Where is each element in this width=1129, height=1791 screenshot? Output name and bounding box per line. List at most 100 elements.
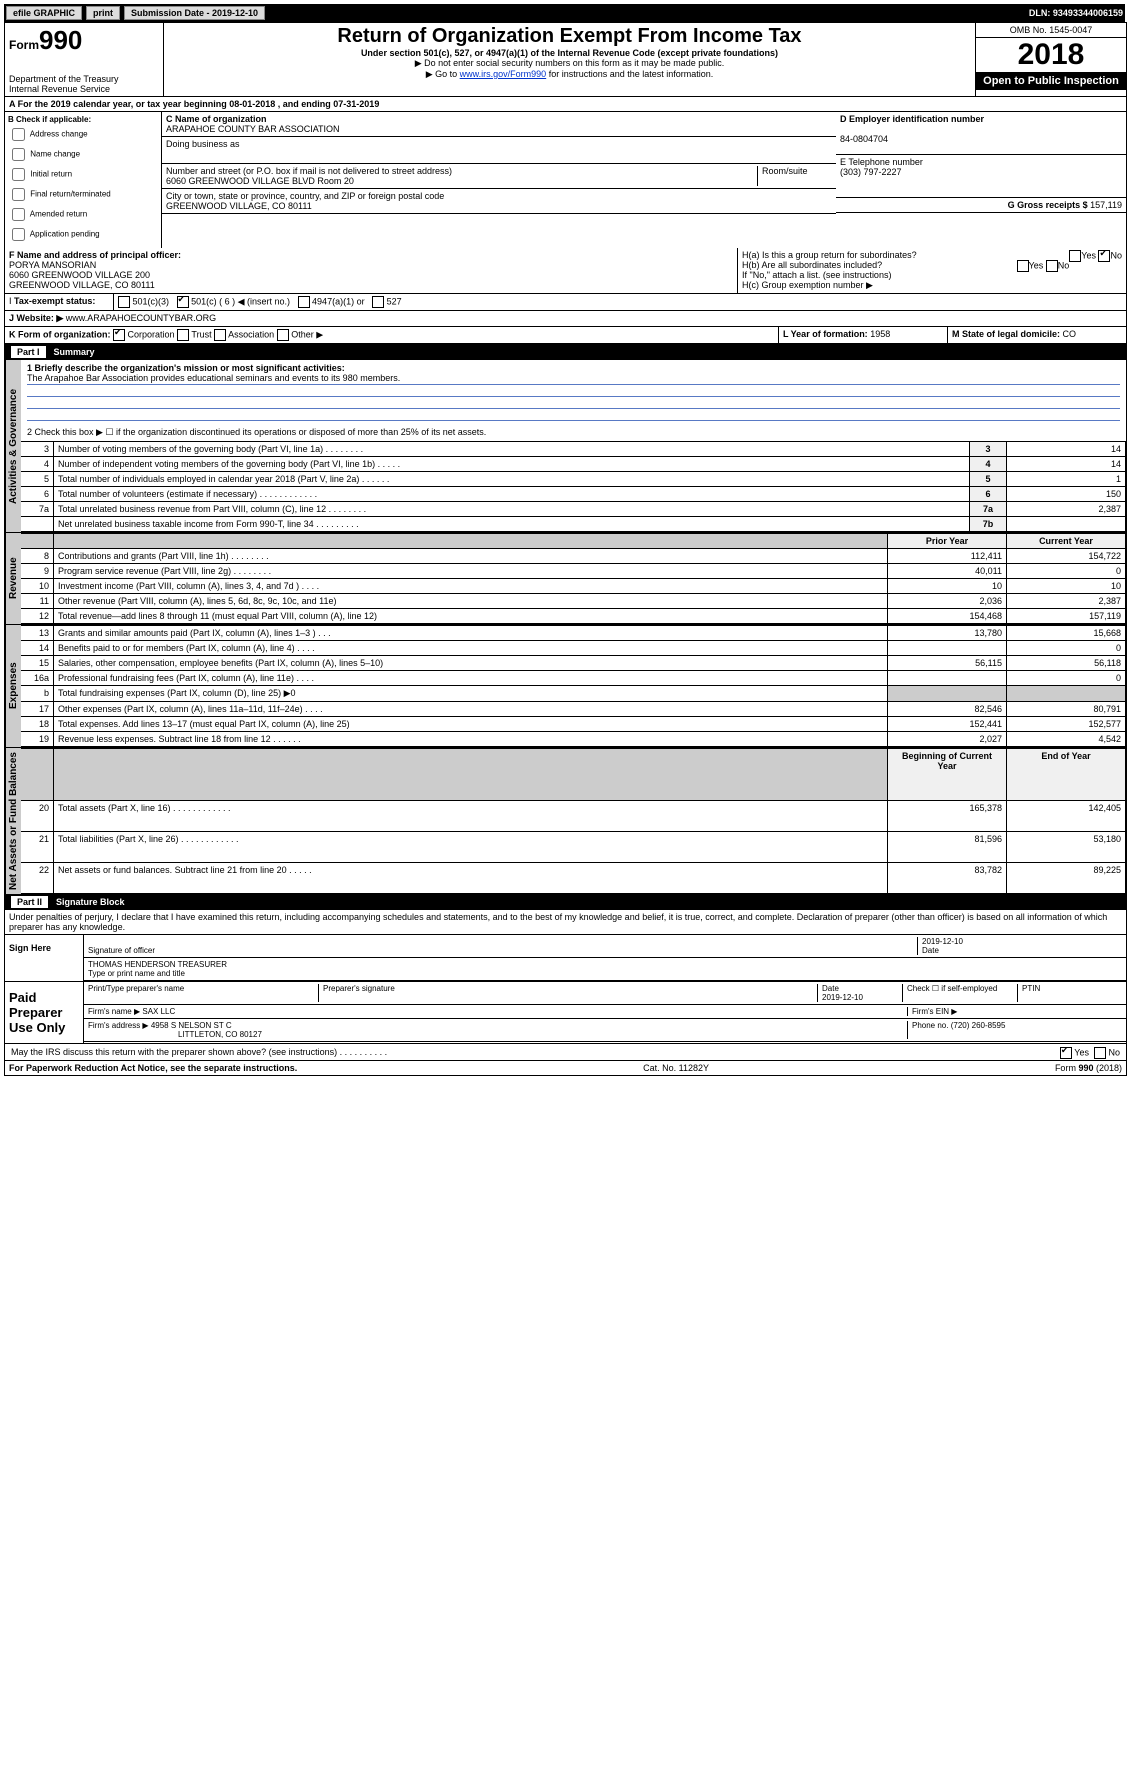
section-h: H(a) Is this a group return for subordin… xyxy=(738,248,1126,294)
phone-row: E Telephone number (303) 797-2227 xyxy=(836,155,1126,198)
gross-receipts: 157,119 xyxy=(1090,200,1122,210)
sig-date: 2019-12-10 xyxy=(922,937,963,946)
chk-initial-return[interactable]: Initial return xyxy=(8,165,158,184)
self-employed-check[interactable]: Check ☐ if self-employed xyxy=(903,984,1018,1002)
cat-number: Cat. No. 11282Y xyxy=(643,1063,709,1073)
table-row: 19 Revenue less expenses. Subtract line … xyxy=(21,732,1126,747)
tax-exempt-opts: 501(c)(3) 501(c) ( 6 ) ◀ (insert no.) 49… xyxy=(114,294,1126,311)
dba-row: Doing business as xyxy=(162,137,836,164)
table-row: 17 Other expenses (Part IX, column (A), … xyxy=(21,702,1126,717)
part1-header: Part ISummary xyxy=(5,344,1126,360)
sec-b-label: B Check if applicable: xyxy=(8,115,158,124)
dln-text: DLN: 93493344006159 xyxy=(1029,8,1123,18)
prep-date: 2019-12-10 xyxy=(822,993,863,1002)
tab-net-assets: Net Assets or Fund Balances xyxy=(5,748,21,894)
chk-address-change[interactable]: Address change xyxy=(8,125,158,144)
ssn-note: ▶ Do not enter social security numbers o… xyxy=(166,58,973,69)
principal-officer: F Name and address of principal officer:… xyxy=(5,248,738,294)
website-value: www.ARAPAHOECOUNTYBAR.ORG xyxy=(66,313,216,323)
firm-name: SAX LLC xyxy=(142,1007,175,1016)
table-row: 11 Other revenue (Part VIII, column (A),… xyxy=(21,594,1126,609)
gov-row-5: 5 Total number of individuals employed i… xyxy=(21,472,1126,487)
gross-receipts-row: G Gross receipts $ 157,119 xyxy=(836,198,1126,213)
table-row: 13 Grants and similar amounts paid (Part… xyxy=(21,626,1126,641)
table-row: b Total fundraising expenses (Part IX, c… xyxy=(21,686,1126,702)
top-bar: efile GRAPHIC print Submission Date - 20… xyxy=(4,4,1125,22)
gov-row-6: 6 Total number of volunteers (estimate i… xyxy=(21,487,1126,502)
form-org-row: K Form of organization: Corporation Trus… xyxy=(5,327,779,344)
form-title: Return of Organization Exempt From Incom… xyxy=(166,25,973,48)
table-row: 10 Investment income (Part VIII, column … xyxy=(21,579,1126,594)
city-row: City or town, state or province, country… xyxy=(162,189,836,214)
table-row: 8 Contributions and grants (Part VIII, l… xyxy=(21,549,1126,564)
omb-number: OMB No. 1545-0047 xyxy=(976,23,1126,38)
table-row: 20 Total assets (Part X, line 16) . . . … xyxy=(21,800,1126,831)
officer-name: THOMAS HENDERSON TREASURER xyxy=(88,960,227,969)
prep-sig-label: Preparer's signature xyxy=(319,984,818,1002)
section-b-checkboxes: B Check if applicable: Address change Na… xyxy=(5,112,162,248)
table-row: 21 Total liabilities (Part X, line 26) .… xyxy=(21,831,1126,862)
form-subtitle: Under section 501(c), 527, or 4947(a)(1)… xyxy=(166,48,973,58)
irs-link[interactable]: www.irs.gov/Form990 xyxy=(460,69,547,79)
dept-treasury: Department of the Treasury Internal Reve… xyxy=(9,74,159,94)
sig-officer-label: Signature of officer xyxy=(88,946,155,955)
table-row: 22 Net assets or fund balances. Subtract… xyxy=(21,862,1126,893)
address-row: Number and street (or P.O. box if mail i… xyxy=(162,164,836,189)
paid-preparer-label: Paid Preparer Use Only xyxy=(5,982,84,1043)
prep-name-label: Print/Type preparer's name xyxy=(88,984,319,1002)
table-row: 12 Total revenue—add lines 8 through 11 … xyxy=(21,609,1126,624)
efile-button[interactable]: efile GRAPHIC xyxy=(6,6,82,20)
part2-header: Part IISignature Block xyxy=(5,894,1126,910)
room-suite: Room/suite xyxy=(757,166,832,186)
table-row: 15 Salaries, other compensation, employe… xyxy=(21,656,1126,671)
footer: For Paperwork Reduction Act Notice, see … xyxy=(5,1060,1126,1075)
tab-governance: Activities & Governance xyxy=(5,360,21,532)
state-domicile: M State of legal domicile: CO xyxy=(948,327,1126,344)
table-row: 16a Professional fundraising fees (Part … xyxy=(21,671,1126,686)
phone-value: (303) 797-2227 xyxy=(840,167,902,177)
ein-value: 84-0804704 xyxy=(840,134,888,144)
perjury-declaration: Under penalties of perjury, I declare th… xyxy=(5,910,1126,934)
h-b-label: H(b) Are all subordinates included? xyxy=(742,260,882,270)
street-address: 6060 GREENWOOD VILLAGE BLVD Room 20 xyxy=(166,176,354,186)
line2-checkbox: 2 Check this box ▶ ☐ if the organization… xyxy=(21,424,1126,441)
gov-row-3: 3 Number of voting members of the govern… xyxy=(21,442,1126,457)
table-row: 18 Total expenses. Add lines 13–17 (must… xyxy=(21,717,1126,732)
ein-row: D Employer identification number 84-0804… xyxy=(836,112,1126,155)
gov-row-4: 4 Number of independent voting members o… xyxy=(21,457,1126,472)
sign-here-label: Sign Here xyxy=(5,935,84,981)
discuss-row: May the IRS discuss this return with the… xyxy=(5,1043,1126,1060)
city-state-zip: GREENWOOD VILLAGE, CO 80111 xyxy=(166,201,312,211)
website-row: J Website: ▶ www.ARAPAHOECOUNTYBAR.ORG xyxy=(5,311,1126,327)
firm-phone: (720) 260-8595 xyxy=(951,1021,1006,1030)
table-row: 14 Benefits paid to or for members (Part… xyxy=(21,641,1126,656)
chk-name-change[interactable]: Name change xyxy=(8,145,158,164)
org-name: ARAPAHOE COUNTY BAR ASSOCIATION xyxy=(166,124,340,134)
gov-row-7a: 7a Total unrelated business revenue from… xyxy=(21,502,1126,517)
paperwork-notice: For Paperwork Reduction Act Notice, see … xyxy=(9,1063,297,1073)
h-c-label: H(c) Group exemption number ▶ xyxy=(742,280,1122,291)
submission-date-button[interactable]: Submission Date - 2019-12-10 xyxy=(124,6,265,20)
gov-row-7b: Net unrelated business taxable income fr… xyxy=(21,517,1126,532)
chk-final-return[interactable]: Final return/terminated xyxy=(8,185,158,204)
mission-text: The Arapahoe Bar Association provides ed… xyxy=(27,373,1120,385)
tax-exempt-label: I Tax-exempt status: xyxy=(5,294,114,311)
form-number: Form990 xyxy=(9,25,159,56)
ptin-label: PTIN xyxy=(1018,984,1122,1002)
form-header: Form990 Department of the Treasury Inter… xyxy=(5,23,1126,97)
org-name-row: C Name of organization ARAPAHOE COUNTY B… xyxy=(162,112,836,137)
section-a-tax-year: A For the 2019 calendar year, or tax yea… xyxy=(5,97,1126,112)
tab-expenses: Expenses xyxy=(5,625,21,747)
firm-ein: Firm's EIN ▶ xyxy=(908,1007,1122,1016)
tax-year: 2018 xyxy=(976,38,1126,72)
open-public-badge: Open to Public Inspection xyxy=(976,72,1126,90)
firm-addr: 4958 S NELSON ST C xyxy=(151,1021,232,1030)
chk-amended[interactable]: Amended return xyxy=(8,205,158,224)
goto-note: ▶ Go to www.irs.gov/Form990 for instruct… xyxy=(166,69,973,80)
mission-block: 1 Briefly describe the organization's mi… xyxy=(21,360,1126,424)
year-formation: L Year of formation: 1958 xyxy=(779,327,948,344)
table-row: 9 Program service revenue (Part VIII, li… xyxy=(21,564,1126,579)
chk-app-pending[interactable]: Application pending xyxy=(8,225,158,244)
h-a-label: H(a) Is this a group return for subordin… xyxy=(742,250,917,260)
print-button[interactable]: print xyxy=(86,6,120,20)
